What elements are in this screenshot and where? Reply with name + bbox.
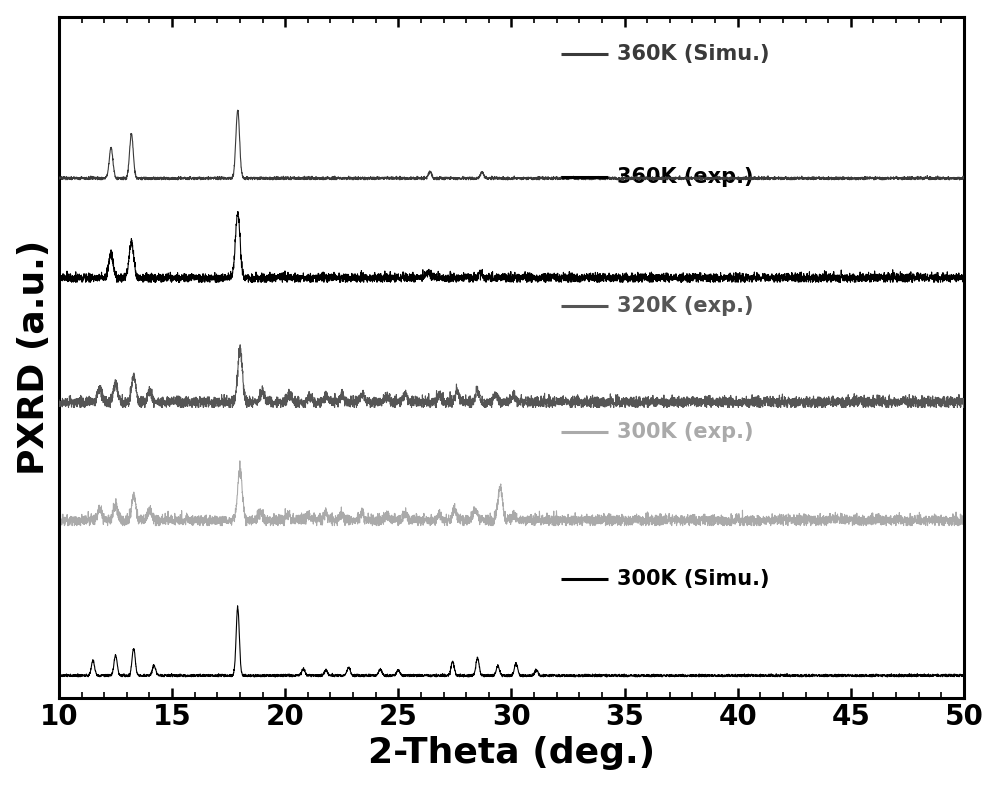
- Text: 360K (exp.): 360K (exp.): [617, 167, 754, 187]
- Text: 300K (exp.): 300K (exp.): [617, 423, 754, 442]
- Text: 300K (Simu.): 300K (Simu.): [617, 569, 770, 589]
- Text: 320K (exp.): 320K (exp.): [617, 296, 754, 316]
- Y-axis label: PXRD (a.u.): PXRD (a.u.): [17, 240, 51, 475]
- X-axis label: 2-Theta (deg.): 2-Theta (deg.): [368, 737, 655, 770]
- Text: 360K (Simu.): 360K (Simu.): [617, 44, 770, 64]
